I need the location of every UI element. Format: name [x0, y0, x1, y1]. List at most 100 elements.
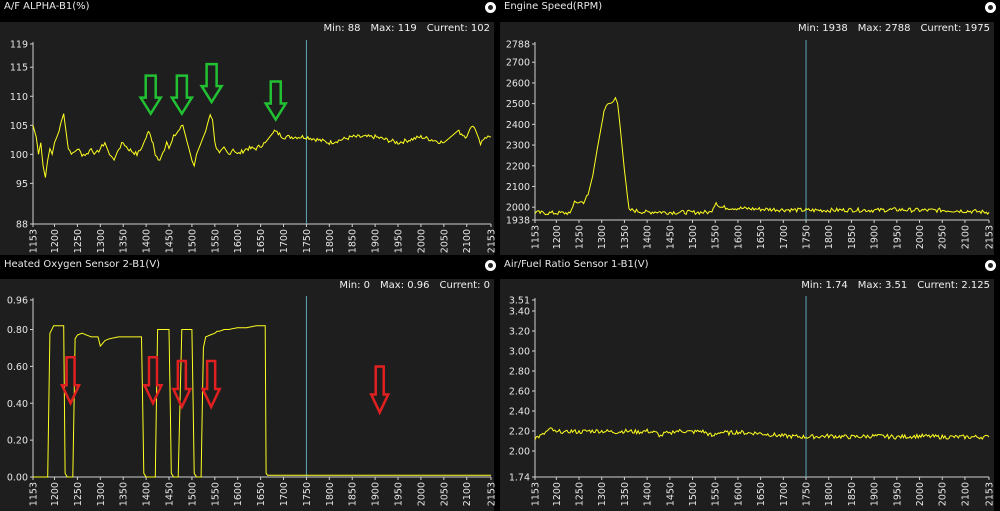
- af-ratio-title: Air/Fuel Ratio Sensor 1-B1(V): [504, 259, 649, 270]
- engine-speed-plot[interactable]: Min: 1938 Max: 2788 Current: 1975: [500, 22, 994, 255]
- af-ratio-x-tick-label: 2153: [985, 482, 996, 506]
- af-ratio-y-tick-label: 2.00: [509, 447, 530, 458]
- ho2s-x-tick-label: 1500: [187, 482, 198, 506]
- af-alpha-panel: A/F ALPHA-B1(%) Min: 88 Max: 119 Current: …: [0, 0, 500, 255]
- red-down-arrow-icon: [142, 356, 164, 407]
- af-alpha-current: Current: 102: [426, 23, 490, 34]
- af-ratio-y-tick-label: 2.60: [509, 387, 530, 398]
- af-alpha-x-tick-label: 1250: [73, 229, 84, 253]
- ho2s-x-tick-label: 1300: [96, 482, 107, 506]
- red-down-arrow-icon: [60, 356, 82, 407]
- af-ratio-x-tick-label: 1750: [802, 482, 813, 506]
- ho2s-title: Heated Oxygen Sensor 2-B1(V): [4, 259, 161, 270]
- engine-speed-y-tick-label: 2200: [506, 161, 530, 172]
- af-alpha-x-tick-label: 1950: [394, 229, 405, 253]
- engine-speed-y-tick-label: 2600: [506, 78, 530, 89]
- af-alpha-series-line: [32, 113, 491, 178]
- engine-speed-y-tick-label: 2000: [506, 203, 530, 214]
- af-alpha-x-tick-label: 1550: [210, 229, 221, 253]
- engine-speed-settings-icon[interactable]: [985, 2, 996, 13]
- engine-speed-x-tick-label: 1950: [892, 225, 903, 249]
- af-alpha-x-tick-label: 2000: [416, 229, 427, 253]
- engine-speed-y-tick-label: 2100: [506, 182, 530, 193]
- af-alpha-y-tick-label: 105: [10, 121, 28, 132]
- ho2s-x-tick-label: 1400: [142, 482, 153, 506]
- engine-speed-y-tick-label: 1938: [506, 216, 530, 227]
- af-alpha-y-tick-label: 95: [16, 179, 28, 190]
- af-ratio-x-tick-label: 1700: [779, 482, 790, 506]
- ho2s-plot[interactable]: Min: 0 Max: 0.96 Current: 0: [0, 279, 494, 511]
- ho2s-x-tick-label: 1600: [233, 482, 244, 506]
- af-ratio-x-tick-label: 1153: [531, 482, 542, 506]
- engine-speed-x-tick-label: 1250: [575, 225, 586, 249]
- engine-speed-y-tick-label: 2700: [506, 58, 530, 69]
- ho2s-x-tick-label: 2050: [439, 482, 450, 506]
- af-alpha-stats: Min: 88 Max: 119 Current: 102: [313, 23, 490, 34]
- af-alpha-x-tick-label: 1600: [233, 229, 244, 253]
- engine-speed-x-tick-label: 2000: [915, 225, 926, 249]
- ho2s-settings-icon[interactable]: [485, 260, 496, 271]
- ho2s-x-tick-label: 1700: [279, 482, 290, 506]
- green-down-arrow-icon: [138, 74, 163, 117]
- af-ratio-y-tick-label: 2.80: [509, 367, 530, 378]
- engine-speed-max: Max: 2788: [857, 23, 911, 34]
- ho2s-x-tick-label: 1750: [302, 482, 313, 506]
- ho2s-x-tick-label: 1850: [348, 482, 359, 506]
- af-ratio-plot[interactable]: Min: 1.74 Max: 3.51 Current: 2.125: [500, 279, 994, 511]
- af-ratio-max: Max: 3.51: [857, 280, 908, 291]
- af-ratio-x-tick-label: 1600: [733, 482, 744, 506]
- af-ratio-x-tick-label: 1800: [824, 482, 835, 506]
- af-ratio-x-tick-label: 1200: [552, 482, 563, 506]
- af-ratio-settings-icon[interactable]: [985, 260, 996, 271]
- red-down-arrow-icon: [171, 359, 193, 410]
- af-ratio-x-tick-label: 1650: [756, 482, 767, 506]
- engine-speed-x-tick-label: 2153: [985, 225, 996, 249]
- af-alpha-x-tick-label: 2050: [439, 229, 450, 253]
- af-ratio-x-tick-label: 1550: [711, 482, 722, 506]
- ho2s-x-tick-label: 1250: [73, 482, 84, 506]
- engine-speed-x-tick-label: 1350: [620, 225, 631, 249]
- ho2s-panel: Heated Oxygen Sensor 2-B1(V) Min: 0 Max: …: [0, 258, 500, 511]
- af-ratio-y-tick-label: 2.40: [509, 407, 530, 418]
- af-ratio-x-tick-label: 1400: [643, 482, 654, 506]
- ho2s-x-tick-label: 1200: [50, 482, 61, 506]
- ho2s-current: Current: 0: [439, 280, 490, 291]
- af-alpha-min: Min: 88: [323, 23, 361, 34]
- engine-speed-x-tick-label: 1850: [847, 225, 858, 249]
- af-alpha-x-tick-label: 1650: [256, 229, 267, 253]
- af-alpha-y-tick-label: 110: [10, 92, 28, 103]
- af-ratio-x-tick-label: 1450: [665, 482, 676, 506]
- engine-speed-x-tick-label: 2050: [938, 225, 949, 249]
- engine-speed-y-tick-label: 2788: [506, 40, 530, 51]
- ho2s-x-tick-label: 2153: [487, 482, 498, 506]
- ho2s-y-tick-label: 0.80: [7, 325, 28, 336]
- af-alpha-x-tick-label: 1400: [142, 229, 153, 253]
- af-ratio-chart: 3.513.40 3.20 3.00 2.80 2.60 2.40 2.20 2.00 1.74…: [509, 296, 996, 507]
- engine-speed-x-tick-label: 1750: [802, 225, 813, 249]
- af-alpha-x-tick-label: 1900: [371, 229, 382, 253]
- engine-speed-x-tick-label: 1550: [711, 225, 722, 249]
- af-alpha-x-tick-label: 1750: [302, 229, 313, 253]
- engine-speed-current: Current: 1975: [920, 23, 990, 34]
- green-down-arrow-icon: [169, 74, 195, 117]
- engine-speed-x-tick-label: 1200: [552, 225, 563, 249]
- af-ratio-y-tick-label: 3.20: [509, 327, 530, 338]
- green-down-arrow-icon: [263, 80, 288, 122]
- af-alpha-y-tick-label: 100: [10, 150, 28, 161]
- af-alpha-settings-icon[interactable]: [485, 2, 496, 13]
- ho2s-y-tick-label: 0.40: [7, 399, 28, 410]
- af-ratio-x-tick-label: 1300: [597, 482, 608, 506]
- af-ratio-x-tick-label: 1500: [688, 482, 699, 506]
- red-down-arrow-icon: [369, 365, 391, 416]
- af-ratio-x-tick-label: 2000: [915, 482, 926, 506]
- engine-speed-x-tick-label: 1800: [824, 225, 835, 249]
- af-alpha-x-tick-label: 2153: [487, 229, 498, 253]
- engine-speed-x-tick-label: 1650: [756, 225, 767, 249]
- engine-speed-title: Engine Speed(RPM): [504, 1, 603, 12]
- engine-speed-series-line: [534, 96, 990, 216]
- red-down-arrow-icon: [200, 359, 222, 410]
- af-ratio-y-tick-label: 3.40: [509, 307, 530, 318]
- af-alpha-y-tick-label: 115: [10, 63, 28, 74]
- engine-speed-x-tick-label: 1500: [688, 225, 699, 249]
- af-alpha-x-tick-label: 1850: [348, 229, 359, 253]
